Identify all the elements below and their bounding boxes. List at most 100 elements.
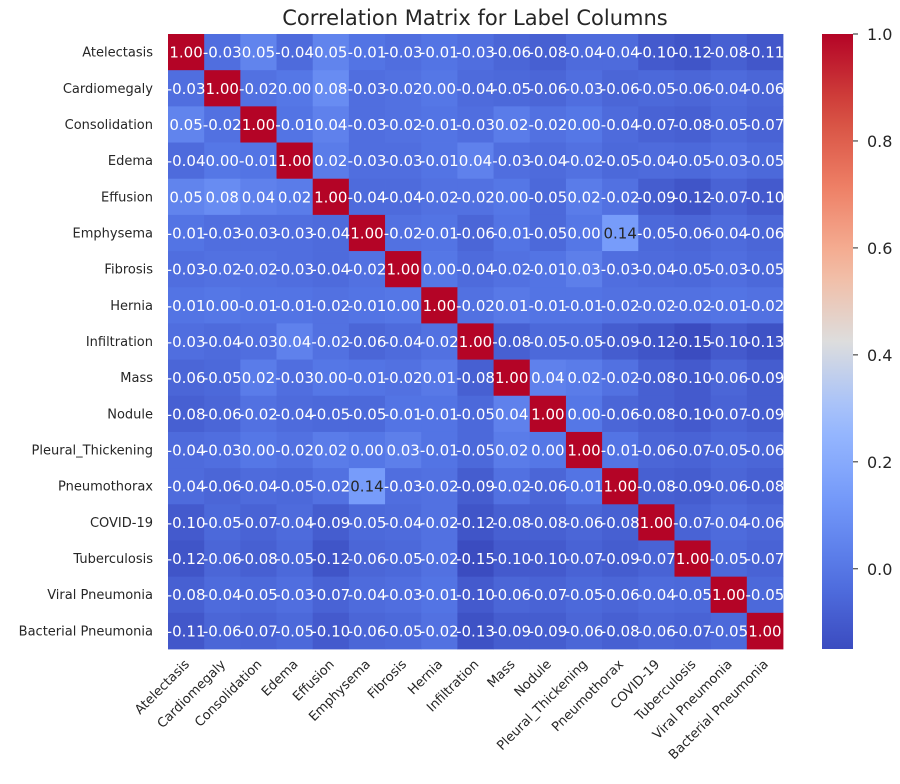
heatmap-cell [348, 395, 386, 433]
cell-value-label: -0.04 [637, 261, 676, 279]
cell-value-label: -0.01 [420, 44, 459, 62]
heatmap-cell [168, 504, 205, 541]
cell-value-label: 0.04 [531, 369, 564, 387]
heatmap-cell [204, 323, 241, 360]
cell-value-label: -0.01 [420, 586, 459, 604]
heatmap-cell [385, 540, 422, 578]
heatmap-cell [385, 106, 422, 143]
heatmap-cell [638, 178, 675, 216]
y-tick-label: Infiltration [86, 335, 153, 350]
cell-value-label: -0.01 [420, 152, 459, 170]
heatmap-cell [457, 106, 494, 143]
cell-value-label: -0.03 [203, 442, 242, 460]
cell-value-label: -0.10 [492, 550, 531, 568]
cell-value-label: -0.12 [167, 550, 206, 568]
heatmap-cell [746, 323, 784, 360]
cell-value-label: -0.04 [348, 586, 387, 604]
heatmap-cell [674, 540, 712, 578]
cell-value-label: 0.04 [278, 333, 311, 351]
heatmap-cell [204, 214, 241, 252]
cell-value-label: -0.02 [420, 188, 459, 206]
y-tick-label: Pleural_Thickening [32, 444, 153, 459]
cell-value-label: -0.08 [492, 333, 531, 351]
heatmap-cell [312, 323, 350, 360]
cell-value-label: -0.10 [528, 550, 567, 568]
cell-value-label: 0.05 [242, 44, 275, 62]
cell-value-label: -0.03 [275, 261, 314, 279]
cell-value-label: 1.00 [350, 224, 383, 242]
heatmap-cell [674, 142, 712, 180]
heatmap-cell [674, 612, 712, 650]
heatmap-cell [746, 178, 784, 216]
cell-value-label: -0.04 [203, 586, 242, 604]
cell-value-label: 0.02 [242, 369, 275, 387]
heatmap-cell [493, 287, 531, 324]
cell-value-label: 0.02 [567, 188, 600, 206]
cell-value-label: -0.05 [637, 224, 676, 242]
heatmap-cell [421, 395, 458, 433]
heatmap-cell [493, 468, 531, 505]
heatmap-cell [240, 431, 277, 469]
heatmap-cell [168, 214, 205, 252]
heatmap-cell [674, 395, 712, 433]
heatmap-cell [421, 504, 458, 541]
heatmap-cell [168, 540, 205, 578]
cell-value-label: 0.00 [350, 442, 383, 460]
heatmap-cell [348, 431, 386, 469]
heatmap-cell [493, 178, 531, 216]
heatmap-cell [529, 395, 567, 433]
heatmap-cell [457, 34, 494, 71]
heatmap-cell [312, 106, 350, 143]
cell-value-label: -0.05 [275, 478, 314, 496]
cell-value-label: -0.04 [167, 478, 206, 496]
cell-value-label: -0.09 [311, 514, 350, 532]
heatmap-cell [638, 540, 675, 578]
heatmap-cell [312, 359, 350, 397]
heatmap-cell [746, 395, 784, 433]
cell-value-label: -0.04 [384, 333, 423, 351]
heatmap-cell [638, 323, 675, 360]
cell-value-label: -0.09 [456, 478, 495, 496]
cell-value-label: -0.09 [746, 369, 785, 387]
cell-value-label: 0.02 [495, 442, 528, 460]
cell-value-label: -0.05 [384, 622, 423, 640]
cell-value-label: -0.12 [673, 188, 712, 206]
heatmap-cell [385, 395, 422, 433]
cell-value-label: 0.00 [278, 80, 311, 98]
cell-value-label: -0.02 [492, 261, 531, 279]
cell-value-label: -0.06 [456, 224, 495, 242]
cell-value-label: -0.08 [709, 44, 748, 62]
y-tick-label: Emphysema [73, 226, 153, 241]
cell-value-label: -0.01 [709, 297, 748, 315]
heatmap-cell [529, 106, 567, 143]
heatmap-cell [385, 504, 422, 541]
cell-value-label: -0.08 [528, 514, 567, 532]
heatmap-cell [348, 70, 386, 107]
heatmap-cell [493, 576, 531, 614]
cell-value-label: -0.05 [203, 514, 242, 532]
cell-value-label: -0.03 [239, 224, 278, 242]
cell-value-label: -0.05 [746, 586, 785, 604]
heatmap-cell [421, 323, 458, 360]
cell-value-label: -0.02 [492, 478, 531, 496]
cell-value-label: -0.09 [601, 333, 640, 351]
y-tick-label: Effusion [101, 190, 153, 205]
heatmap-cell [529, 612, 567, 650]
heatmap-cell [348, 540, 386, 578]
heatmap-cell [312, 287, 350, 324]
heatmap-cells [168, 34, 784, 650]
y-tick-label: Nodule [107, 407, 153, 422]
heatmap-cell [168, 142, 205, 180]
heatmap-cell [168, 251, 205, 288]
cell-value-label: -0.02 [601, 188, 640, 206]
heatmap-cell [457, 504, 494, 541]
cell-value-label: -0.06 [565, 622, 604, 640]
heatmap-cell [602, 431, 639, 469]
heatmap-cell [348, 214, 386, 252]
cell-value-label: -0.04 [275, 405, 314, 423]
y-tick-label: Mass [120, 371, 153, 386]
heatmap-cell [276, 251, 314, 288]
cell-value-label: -0.06 [746, 80, 785, 98]
heatmap-cell [385, 287, 422, 324]
cell-value-label: -0.05 [673, 586, 712, 604]
